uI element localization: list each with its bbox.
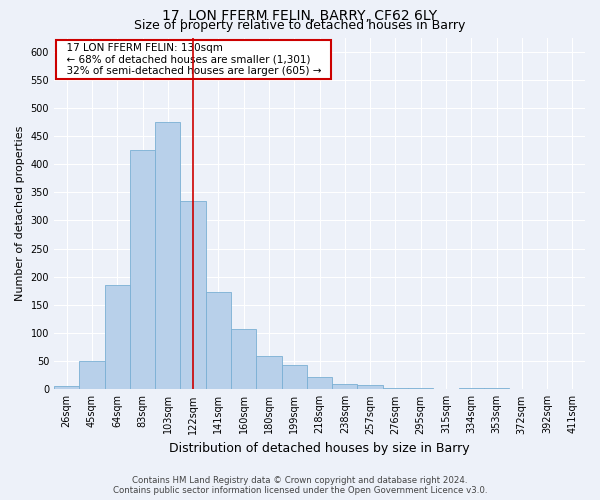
Bar	[79, 361, 104, 390]
Y-axis label: Number of detached properties: Number of detached properties	[15, 126, 25, 301]
Text: 17 LON FFERM FELIN: 130sqm  
  ← 68% of detached houses are smaller (1,301)  
  : 17 LON FFERM FELIN: 130sqm ← 68% of deta…	[59, 43, 328, 76]
Text: Size of property relative to detached houses in Barry: Size of property relative to detached ho…	[134, 19, 466, 32]
Bar	[383, 388, 408, 390]
Bar	[408, 388, 433, 390]
Bar	[458, 388, 484, 390]
Bar	[560, 388, 585, 390]
Bar	[433, 388, 458, 390]
Bar	[104, 285, 130, 390]
Bar	[484, 388, 509, 390]
Bar	[155, 122, 181, 390]
Bar	[54, 386, 79, 390]
Bar	[509, 388, 535, 390]
Bar	[535, 388, 560, 390]
Bar	[281, 365, 307, 390]
Bar	[231, 329, 256, 390]
Bar	[332, 384, 358, 390]
Text: 17, LON FFERM FELIN, BARRY, CF62 6LY: 17, LON FFERM FELIN, BARRY, CF62 6LY	[163, 9, 437, 23]
X-axis label: Distribution of detached houses by size in Barry: Distribution of detached houses by size …	[169, 442, 470, 455]
Bar	[206, 292, 231, 390]
Bar	[358, 386, 383, 390]
Bar	[256, 356, 281, 390]
Bar	[307, 377, 332, 390]
Text: Contains HM Land Registry data © Crown copyright and database right 2024.
Contai: Contains HM Land Registry data © Crown c…	[113, 476, 487, 495]
Bar	[130, 150, 155, 390]
Bar	[181, 200, 206, 390]
